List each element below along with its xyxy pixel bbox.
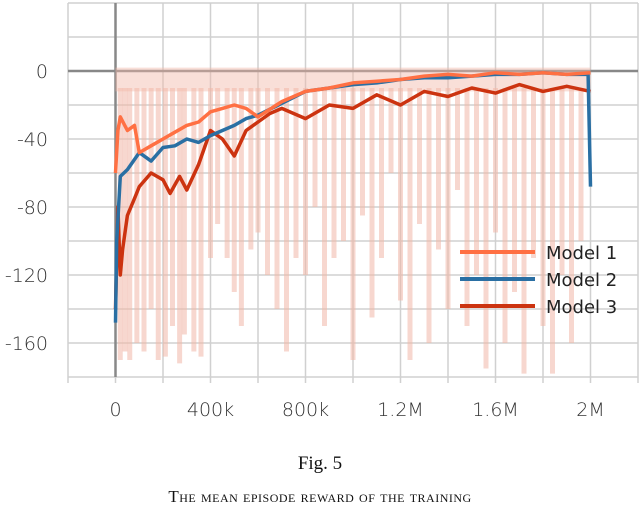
y-tick-label: -80 <box>17 197 48 219</box>
series-lines <box>113 70 593 323</box>
y-tick-label: -40 <box>17 129 48 151</box>
x-tick-label: 800k <box>282 399 329 421</box>
y-tick-label: -120 <box>5 265 48 287</box>
legend-label: Model 1 <box>546 243 617 264</box>
figure-caption: The mean episode reward of the training <box>168 487 472 506</box>
series-line-model-3 <box>113 82 591 310</box>
x-tick-label: 1.6M <box>472 399 519 421</box>
figure-label: Fig. 5 <box>297 453 343 474</box>
raw-band-fill <box>115 67 591 92</box>
legend-label: Model 3 <box>546 297 617 318</box>
y-tick-label: -160 <box>5 333 48 355</box>
y-tick-label: 0 <box>36 61 48 83</box>
legend: Model 1 Model 2 Model 3 <box>460 243 617 318</box>
series-line-model-1 <box>113 70 591 174</box>
raw-band <box>115 67 591 374</box>
y-axis-ticks: 0 -40 -80 -120 -160 <box>5 61 48 355</box>
x-axis-ticks: 0 400k 800k 1.2M 1.6M 2M <box>109 399 604 421</box>
x-tick-label: 1.2M <box>377 399 424 421</box>
reward-chart: 0 400k 800k 1.2M 1.6M 2M 0 -40 -80 -120 -160 Mode… <box>5 2 639 421</box>
legend-label: Model 2 <box>546 270 617 291</box>
x-tick-label: 400k <box>187 399 234 421</box>
x-tick-label: 2M <box>576 399 604 421</box>
x-tick-label: 0 <box>109 399 121 421</box>
